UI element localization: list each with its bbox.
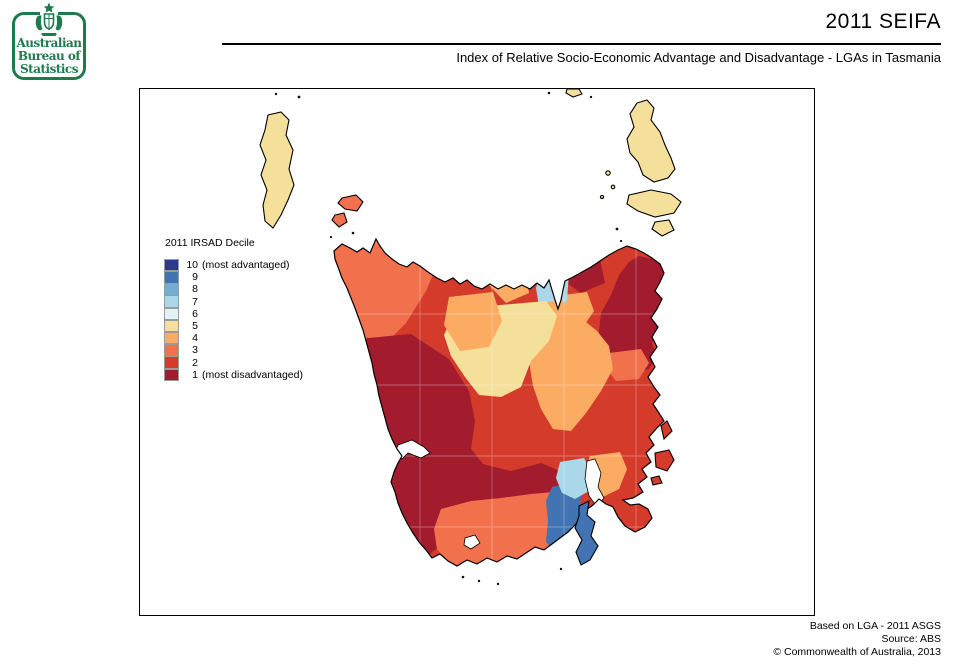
legend-value: 4 xyxy=(192,332,198,345)
coat-of-arms-icon xyxy=(35,2,63,36)
tasmania-choropleth-map xyxy=(259,89,682,586)
map-region xyxy=(650,475,663,486)
map-region xyxy=(626,189,682,218)
map-region xyxy=(565,89,583,98)
map-region xyxy=(605,170,611,176)
map-region xyxy=(444,292,502,351)
islands xyxy=(259,89,682,566)
map-region xyxy=(660,420,673,441)
map-region xyxy=(337,194,364,212)
legend-swatch xyxy=(164,295,179,308)
legend-row-10: 10 (most advantaged) xyxy=(164,258,303,272)
legend-row-8: 8 xyxy=(164,283,303,296)
map-region xyxy=(651,219,675,237)
islet-specks xyxy=(274,91,623,586)
map-region xyxy=(599,194,605,200)
attribution: Based on LGA - 2011 ASGS Source: ABS © C… xyxy=(773,620,941,659)
legend-note: (most disadvantaged) xyxy=(202,368,303,381)
attribution-line2: Source: ABS xyxy=(881,633,941,645)
map-region xyxy=(654,449,675,472)
map-region xyxy=(259,111,295,229)
legend-swatch xyxy=(164,332,179,345)
map-region xyxy=(605,349,649,381)
abs-logo-line2: Bureau of xyxy=(17,49,81,63)
abs-logo-line1: Australian xyxy=(16,36,82,50)
legend-row-3: 3 xyxy=(164,344,303,357)
map-legend: 2011 IRSAD Decile 10 (most advantaged) 9 8 7… xyxy=(164,237,303,381)
legend-row-6: 6 xyxy=(164,307,303,321)
map-frame: 2011 IRSAD Decile 10 (most advantaged) 9 8 7… xyxy=(139,88,815,616)
legend-swatch xyxy=(164,271,179,284)
legend-row-9: 9 xyxy=(164,271,303,284)
legend-value: 9 xyxy=(192,271,198,284)
legend-value: 1 xyxy=(192,368,198,381)
legend-row-2: 2 xyxy=(164,356,303,369)
map-region xyxy=(599,256,664,373)
legend-swatch xyxy=(164,258,179,272)
legend-swatch xyxy=(164,368,179,381)
legend-swatch xyxy=(164,356,179,369)
legend-value: 10 xyxy=(186,259,198,272)
legend-row-5: 5 xyxy=(164,319,303,333)
attribution-line3: © Commonwealth of Australia, 2013 xyxy=(773,646,941,658)
map-region xyxy=(546,482,581,554)
map-region xyxy=(610,184,616,190)
legend-value: 6 xyxy=(192,307,198,320)
legend-value: 8 xyxy=(192,283,198,296)
legend-title: 2011 IRSAD Decile xyxy=(165,237,255,249)
map-region xyxy=(556,458,592,499)
abs-logo-line3: Statistics xyxy=(19,62,79,76)
page-title: 2011 SEIFA xyxy=(825,10,941,33)
legend-row-4: 4 xyxy=(164,332,303,345)
legend-rows: 10 (most advantaged) 9 8 7 6 5 4 3 2 1 (most disadv… xyxy=(164,258,303,381)
legend-row-7: 7 xyxy=(164,295,303,308)
legend-swatch xyxy=(164,319,179,333)
legend-note: (most advantaged) xyxy=(202,259,290,272)
attribution-line1: Based on LGA - 2011 ASGS xyxy=(809,620,941,632)
page-subtitle: Index of Relative Socio-Economic Advanta… xyxy=(456,50,941,65)
legend-value: 3 xyxy=(192,344,198,357)
map-region xyxy=(331,212,348,228)
legend-value: 2 xyxy=(192,356,198,369)
map-region xyxy=(626,99,676,183)
legend-swatch xyxy=(164,307,179,321)
legend-swatch xyxy=(164,283,179,296)
inland-water xyxy=(394,439,605,550)
legend-value: 5 xyxy=(192,320,198,333)
legend-value: 7 xyxy=(192,295,198,308)
map-region xyxy=(548,249,605,293)
map-region xyxy=(574,500,599,566)
abs-logo-text: Australian Bureau of Statistics xyxy=(15,37,83,76)
title-rule xyxy=(222,43,941,45)
legend-swatch xyxy=(164,344,179,357)
legend-row-1: 1 (most disadvantaged) xyxy=(164,368,303,381)
